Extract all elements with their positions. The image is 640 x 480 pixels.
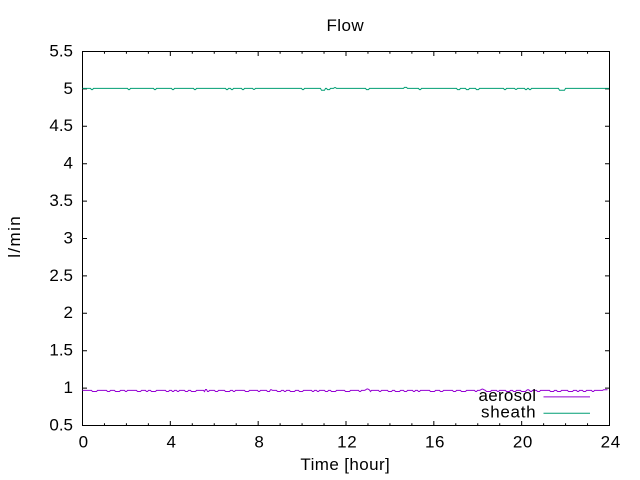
svg-text:Flow: Flow [326,16,364,35]
svg-text:2.5: 2.5 [49,266,73,285]
svg-text:l/min: l/min [5,215,24,258]
svg-text:0.5: 0.5 [49,415,73,434]
svg-text:24: 24 [601,432,621,451]
svg-text:4.5: 4.5 [49,116,73,135]
svg-text:aerosol: aerosol [478,386,536,405]
svg-text:2: 2 [64,303,73,322]
svg-text:1.5: 1.5 [49,341,73,360]
svg-text:sheath: sheath [481,402,536,421]
svg-text:12: 12 [337,432,357,451]
svg-text:5: 5 [64,79,73,98]
svg-text:Time [hour]: Time [hour] [300,455,390,474]
svg-text:16: 16 [425,432,445,451]
svg-text:1: 1 [64,378,73,397]
svg-text:20: 20 [513,432,533,451]
svg-text:0: 0 [79,432,89,451]
svg-text:8: 8 [254,432,264,451]
svg-text:3: 3 [64,228,73,247]
svg-text:4: 4 [166,432,176,451]
svg-text:4: 4 [64,154,73,173]
svg-text:5.5: 5.5 [49,41,73,60]
svg-text:3.5: 3.5 [49,191,73,210]
